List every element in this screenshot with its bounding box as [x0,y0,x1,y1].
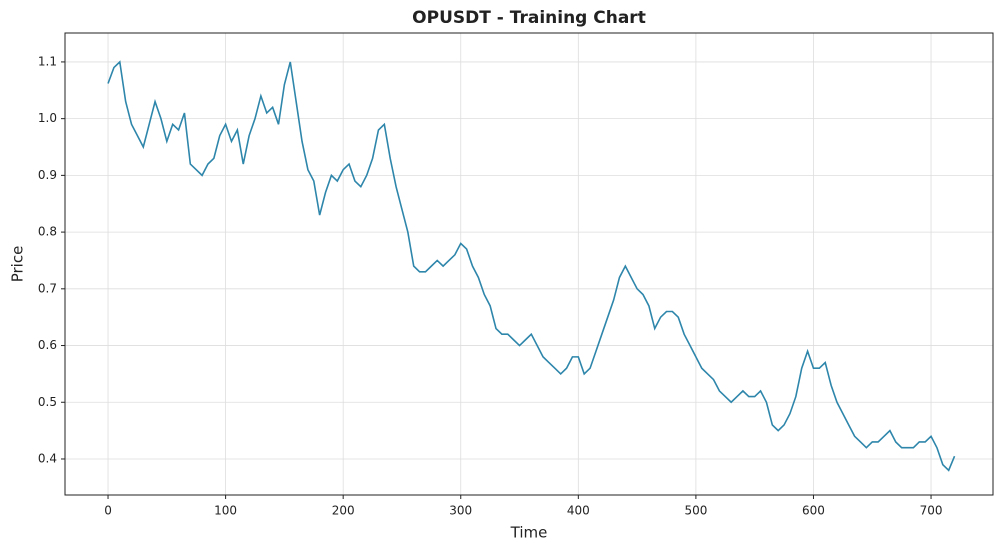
x-tick-label: 500 [684,504,707,518]
y-tick-label: 0.6 [38,338,57,352]
price-line [107,60,956,472]
plot-frame [64,32,994,496]
x-tick-label: 300 [449,504,472,518]
x-tick-label: 600 [802,504,825,518]
x-tick-label: 200 [332,504,355,518]
y-tick-label: 0.7 [38,281,57,295]
x-tick-label: 100 [214,504,237,518]
chart-title: OPUSDT - Training Chart [412,8,646,28]
x-axis-label: Time [510,524,548,542]
y-axis-label: Price [9,246,27,283]
y-tick-label: 0.5 [38,395,57,409]
y-tick-label: 0.4 [38,451,57,465]
x-tick-label: 700 [920,504,943,518]
x-tick-label: 400 [567,504,590,518]
y-tick-label: 0.8 [38,225,57,239]
x-tick-label: 0 [104,504,112,518]
y-tick-label: 1.0 [38,111,57,125]
y-tick-label: 0.9 [38,168,57,182]
y-tick-label: 1.1 [38,54,57,68]
